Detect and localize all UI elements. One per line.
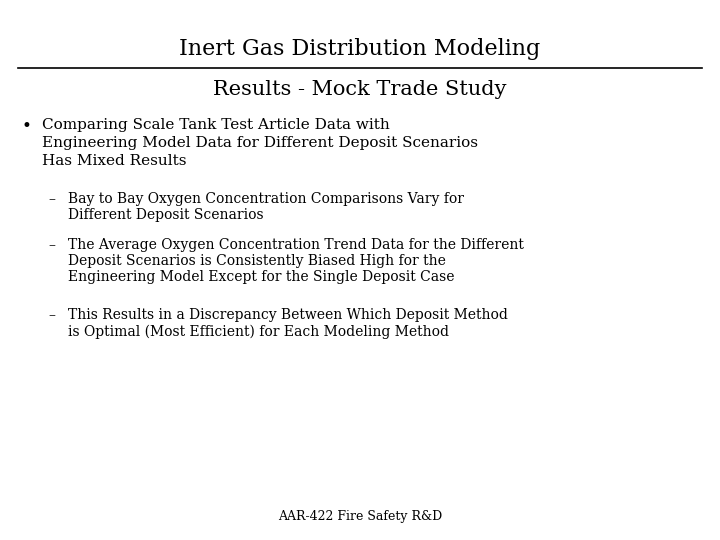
Text: Results - Mock Trade Study: Results - Mock Trade Study <box>213 80 507 99</box>
Text: AAR-422 Fire Safety R&D: AAR-422 Fire Safety R&D <box>278 510 442 523</box>
Text: The Average Oxygen Concentration Trend Data for the Different
Deposit Scenarios : The Average Oxygen Concentration Trend D… <box>68 238 524 285</box>
Text: Bay to Bay Oxygen Concentration Comparisons Vary for
Different Deposit Scenarios: Bay to Bay Oxygen Concentration Comparis… <box>68 192 464 222</box>
Text: Inert Gas Distribution Modeling: Inert Gas Distribution Modeling <box>179 38 541 60</box>
Text: This Results in a Discrepancy Between Which Deposit Method
is Optimal (Most Effi: This Results in a Discrepancy Between Wh… <box>68 308 508 339</box>
Text: –: – <box>48 238 55 252</box>
Text: –: – <box>48 308 55 322</box>
Text: Engineering Model Data for Different Deposit Scenarios: Engineering Model Data for Different Dep… <box>42 136 478 150</box>
Text: –: – <box>48 192 55 206</box>
Text: Has Mixed Results: Has Mixed Results <box>42 154 186 168</box>
Text: •: • <box>22 118 32 135</box>
Text: Comparing Scale Tank Test Article Data with: Comparing Scale Tank Test Article Data w… <box>42 118 390 132</box>
